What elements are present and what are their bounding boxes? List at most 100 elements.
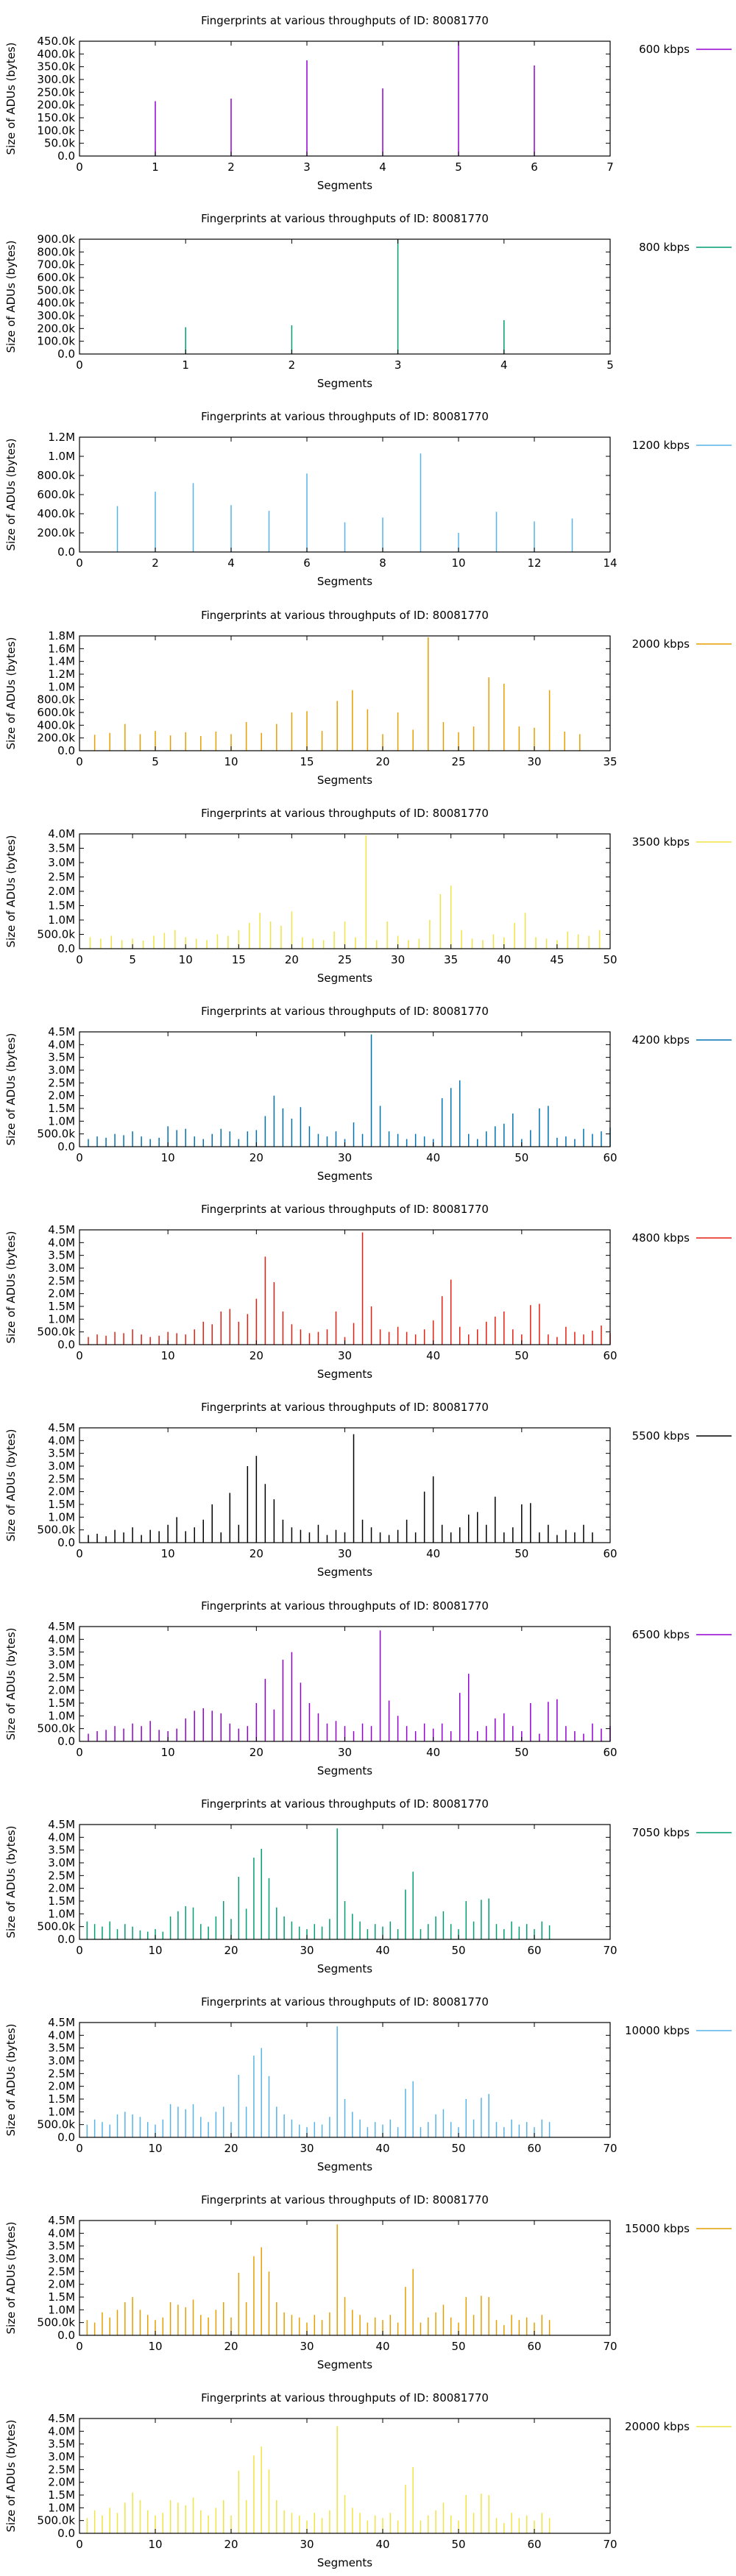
y-tick-label: 2.0M — [48, 1089, 75, 1103]
y-axis-label: Size of ADUs (bytes) — [4, 439, 18, 551]
x-tick-label: 40 — [426, 1151, 440, 1164]
bar-series — [86, 2426, 551, 2534]
y-tick-label: 4.0M — [48, 1038, 75, 1051]
x-tick-label: 0 — [76, 358, 83, 372]
y-axis-label: Size of ADUs (bytes) — [4, 637, 18, 749]
y-tick-label: 4.0M — [48, 2028, 75, 2042]
y-tick-label: 3.0M — [48, 2252, 75, 2265]
y-axis-label: Size of ADUs (bytes) — [4, 1231, 18, 1344]
x-axis-label: Segments — [317, 575, 372, 588]
y-tick-label: 0.0 — [57, 2329, 75, 2342]
y-tick-label: 450.0k — [37, 35, 75, 48]
x-tick-label: 70 — [603, 2340, 617, 2353]
x-tick-label: 5 — [129, 953, 136, 966]
y-tick-label: 1.0M — [48, 2502, 75, 2515]
plot-frame — [79, 634, 611, 751]
y-tick-label: 2.5M — [48, 1275, 75, 1288]
y-tick-label: 2.5M — [48, 2067, 75, 2080]
chart-title: Fingerprints at various throughputs of I… — [201, 609, 489, 622]
x-tick-label: 10 — [451, 556, 465, 570]
x-tick-label: 60 — [527, 2340, 541, 2353]
y-tick-label: 1.0M — [48, 1511, 75, 1524]
chart-title: Fingerprints at various throughputs of I… — [201, 1995, 489, 2009]
x-tick-label: 30 — [300, 2538, 314, 2551]
y-tick-label: 50.0k — [44, 137, 75, 150]
y-tick-label: 500.0k — [37, 2514, 75, 2527]
y-tick-label: 4.5M — [48, 2214, 75, 2227]
x-axis-label: Segments — [317, 2556, 372, 2569]
y-tick-label: 1.0M — [48, 450, 75, 463]
y-tick-label: 1.0M — [48, 2304, 75, 2317]
x-tick-label: 50 — [451, 2538, 465, 2551]
x-tick-label: 50 — [451, 2142, 465, 2155]
x-tick-label: 30 — [527, 755, 541, 768]
x-tick-label: 8 — [379, 556, 386, 570]
y-tick-label: 100.0k — [37, 335, 75, 348]
y-tick-label: 4.0M — [48, 827, 75, 841]
x-tick-label: 70 — [603, 1944, 617, 1957]
y-tick-label: 3.5M — [48, 1447, 75, 1460]
y-tick-label: 1.6M — [48, 642, 75, 655]
x-tick-label: 35 — [603, 755, 617, 768]
chart-panel: Fingerprints at various throughputs of I… — [4, 609, 732, 787]
y-tick-label: 500.0k — [37, 927, 75, 941]
y-tick-label: 500.0k — [37, 1524, 75, 1537]
y-tick-label: 200.0k — [37, 99, 75, 112]
y-tick-label: 3.5M — [48, 1051, 75, 1064]
x-tick-label: 25 — [451, 755, 465, 768]
x-tick-label: 4 — [500, 358, 508, 372]
x-axis-label: Segments — [317, 2358, 372, 2371]
x-tick-label: 60 — [603, 1746, 617, 1759]
x-tick-label: 0 — [76, 953, 83, 966]
x-tick-label: 6 — [531, 160, 538, 174]
y-tick-label: 4.5M — [48, 1223, 75, 1236]
x-tick-label: 10 — [161, 1151, 175, 1164]
x-tick-label: 30 — [338, 1746, 352, 1759]
y-tick-label: 800.0k — [37, 693, 75, 706]
y-tick-label: 1.0M — [48, 2105, 75, 2118]
chart-panel: Fingerprints at various throughputs of I… — [4, 14, 732, 192]
y-tick-label: 1.0M — [48, 680, 75, 693]
y-tick-label: 0.0 — [57, 1536, 75, 1549]
plot-frame — [79, 2022, 611, 2138]
legend-label: 7050 kbps — [632, 1826, 690, 1839]
bar-series — [88, 1034, 611, 1147]
y-tick-label: 4.5M — [48, 1620, 75, 1633]
chart-title: Fingerprints at various throughputs of I… — [201, 14, 489, 27]
x-tick-label: 15 — [300, 755, 314, 768]
chart-title: Fingerprints at various throughputs of I… — [201, 807, 489, 820]
y-tick-label: 1.5M — [48, 1894, 75, 1908]
y-tick-label: 2.5M — [48, 1869, 75, 1882]
y-tick-label: 500.0k — [37, 1326, 75, 1339]
chart-panel: Fingerprints at various throughputs of I… — [4, 212, 732, 390]
x-tick-label: 0 — [76, 1547, 83, 1560]
y-tick-label: 100.0k — [37, 124, 75, 137]
y-tick-label: 3.0M — [48, 1459, 75, 1473]
chart-panel: Fingerprints at various throughputs of I… — [4, 1599, 732, 1777]
y-tick-label: 0.0 — [57, 2131, 75, 2144]
plot-frame — [79, 1824, 611, 1940]
x-tick-label: 50 — [451, 1944, 465, 1957]
x-tick-label: 0 — [76, 160, 83, 174]
chart-title: Fingerprints at various throughputs of I… — [201, 2391, 489, 2405]
x-tick-label: 10 — [224, 755, 238, 768]
y-tick-label: 600.0k — [37, 488, 75, 501]
x-tick-label: 30 — [338, 1349, 352, 1362]
x-tick-label: 40 — [375, 2142, 389, 2155]
legend-label: 1200 kbps — [632, 439, 690, 452]
y-tick-label: 3.0M — [48, 856, 75, 869]
y-axis-label: Size of ADUs (bytes) — [4, 241, 18, 353]
x-tick-label: 60 — [603, 1151, 617, 1164]
y-tick-label: 200.0k — [37, 526, 75, 539]
x-axis-label: Segments — [317, 179, 372, 192]
y-tick-label: 4.0M — [48, 1236, 75, 1250]
x-tick-label: 50 — [451, 2340, 465, 2353]
y-tick-label: 0.0 — [57, 2527, 75, 2540]
y-tick-label: 2.5M — [48, 870, 75, 883]
y-tick-label: 4.5M — [48, 1818, 75, 1831]
x-axis-label: Segments — [317, 1170, 372, 1183]
y-tick-label: 400.0k — [37, 297, 75, 310]
bar-series — [86, 2224, 551, 2336]
y-tick-label: 1.4M — [48, 654, 75, 668]
y-tick-label: 3.0M — [48, 1658, 75, 1671]
